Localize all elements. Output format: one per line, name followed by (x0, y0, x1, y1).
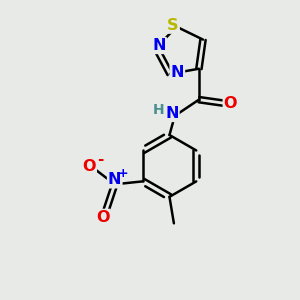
Text: S: S (167, 18, 179, 33)
Text: N: N (165, 106, 178, 121)
Text: -: - (97, 152, 103, 167)
Text: N: N (152, 38, 166, 53)
Text: O: O (82, 159, 96, 174)
Text: O: O (224, 96, 237, 111)
Text: H: H (153, 103, 164, 117)
Text: N: N (171, 65, 184, 80)
Text: O: O (96, 210, 110, 225)
Text: +: + (118, 167, 128, 180)
Text: N: N (108, 172, 122, 188)
